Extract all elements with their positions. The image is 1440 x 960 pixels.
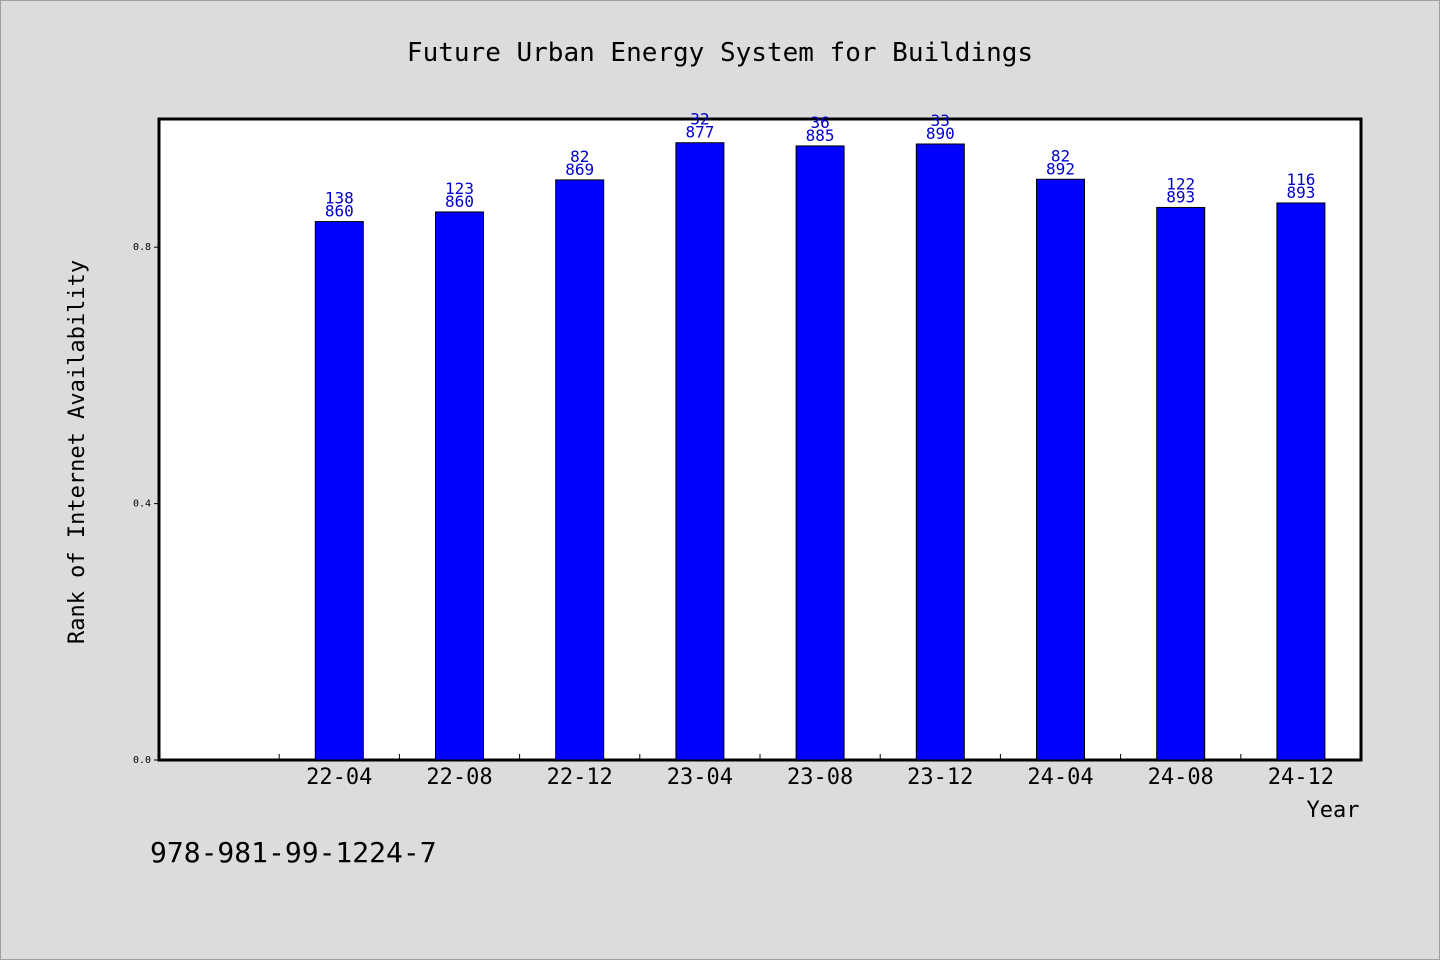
data-label-bottom: 860	[445, 192, 474, 211]
data-label-top: 138	[325, 189, 354, 208]
data-label-bottom: 885	[806, 126, 835, 145]
data-label-bottom: 893	[1166, 187, 1195, 206]
data-label-bottom: 890	[926, 124, 955, 143]
x-tick-label: 24-12	[1268, 765, 1334, 790]
data-label-bottom: 877	[685, 123, 714, 142]
y-axis: 0.0 0.4 0.8	[133, 242, 159, 766]
data-labels: 1388601238608286932877368853389082892122…	[325, 110, 1316, 221]
data-label-top: 33	[931, 111, 950, 130]
footer-isbn: 978-981-99-1224-7	[150, 836, 437, 869]
x-tick-label: 23-12	[907, 765, 973, 790]
data-label-top: 123	[445, 179, 474, 198]
data-label-bottom: 860	[325, 202, 354, 221]
x-tick-label: 22-08	[426, 765, 492, 790]
bar	[795, 145, 845, 761]
bar	[555, 179, 605, 761]
x-tick-label: 24-08	[1148, 765, 1214, 790]
bar	[1276, 202, 1326, 761]
bar	[915, 143, 965, 761]
data-label-top: 122	[1166, 174, 1195, 193]
y-axis-label: Rank of Internet Availability	[65, 260, 90, 644]
bar	[435, 211, 484, 761]
x-tick-label: 23-04	[667, 765, 733, 790]
data-label-top: 116	[1286, 170, 1315, 189]
x-tick-label: 22-04	[306, 765, 372, 790]
x-axis-label: Year	[1307, 798, 1360, 823]
x-tick-label: 23-08	[787, 765, 853, 790]
chart-title: Future Urban Energy System for Buildings	[407, 38, 1033, 68]
bar	[1156, 206, 1206, 761]
y-tick-label: 0.0	[133, 755, 151, 766]
data-label-bottom: 892	[1046, 159, 1075, 178]
x-axis: 22-04 22-08 22-12 23-04 23-08 23-12 24-04 24-08…	[278, 754, 1334, 790]
data-label-bottom: 869	[565, 160, 594, 179]
x-tick-label: 22-12	[547, 765, 613, 790]
data-label-top: 82	[1051, 146, 1070, 165]
bar-series	[314, 142, 1326, 761]
data-label-top: 82	[570, 147, 589, 166]
y-tick-label: 0.8	[133, 242, 151, 253]
bar	[1036, 178, 1085, 761]
data-label-top: 32	[690, 110, 709, 129]
x-tick-label: 24-04	[1027, 765, 1093, 790]
bar	[314, 221, 364, 761]
data-label-bottom: 893	[1286, 183, 1315, 202]
bar	[675, 142, 725, 761]
data-label-top: 36	[810, 113, 829, 132]
y-tick-label: 0.4	[133, 499, 151, 510]
